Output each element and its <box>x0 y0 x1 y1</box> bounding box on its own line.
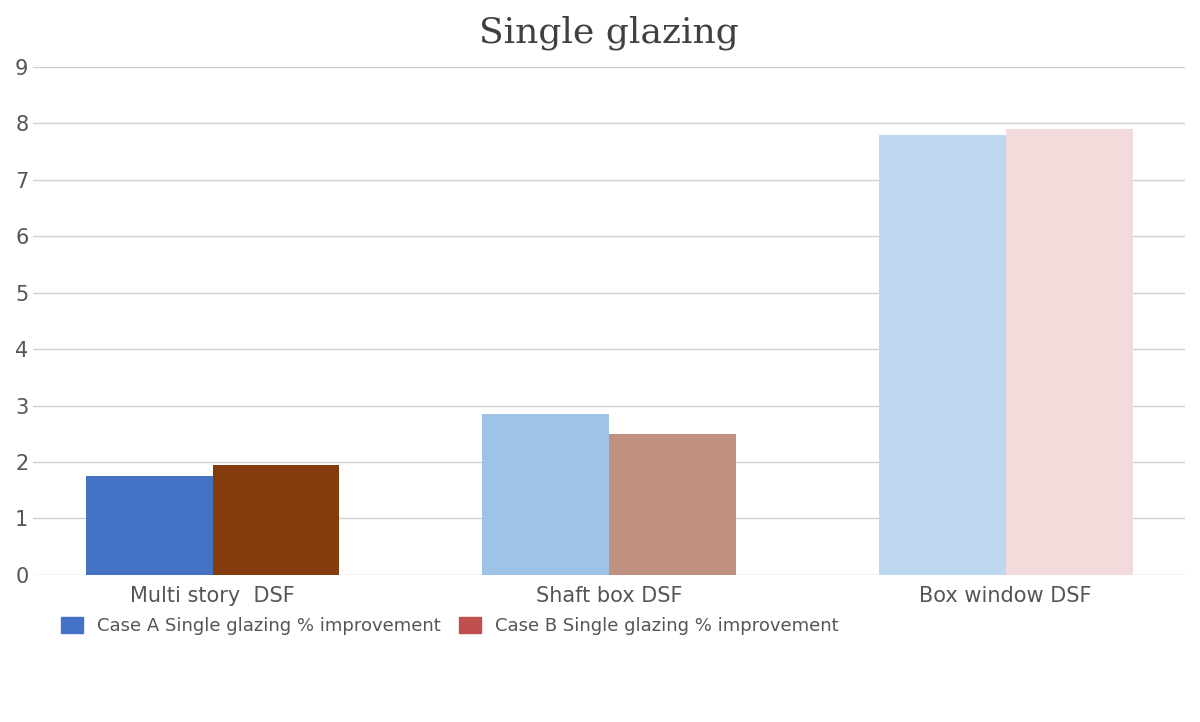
Bar <box>85 476 212 575</box>
Bar <box>610 434 736 575</box>
Title: Single glazing: Single glazing <box>479 15 739 50</box>
Bar <box>878 135 1006 575</box>
Legend: Case A Single glazing % improvement, Case B Single glazing % improvement: Case A Single glazing % improvement, Cas… <box>54 609 846 642</box>
Bar <box>1006 129 1133 575</box>
Bar <box>212 465 340 575</box>
Bar <box>482 414 610 575</box>
